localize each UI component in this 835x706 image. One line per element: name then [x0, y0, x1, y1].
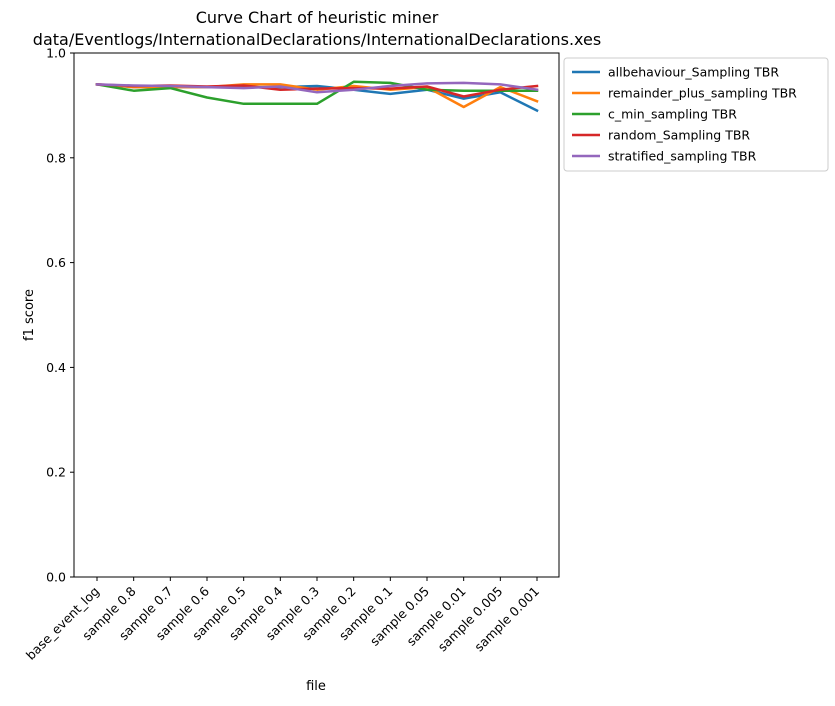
y-tick-label: 0.4 — [46, 360, 66, 375]
y-tick-label: 0.0 — [46, 570, 66, 585]
legend-label: remainder_plus_sampling TBR — [608, 86, 797, 101]
y-tick-label: 0.2 — [46, 465, 66, 480]
legend-label: random_Sampling TBR — [608, 128, 750, 143]
legend-label: stratified_sampling TBR — [608, 149, 757, 164]
legend-label: c_min_sampling TBR — [608, 107, 737, 122]
y-axis: 0.0 0.2 0.4 0.6 0.8 1.0 — [46, 46, 74, 585]
y-axis-label: f1 score — [22, 289, 37, 341]
chart-subtitle: data/Eventlogs/InternationalDeclarations… — [33, 30, 601, 49]
y-tick-label: 1.0 — [46, 46, 66, 61]
legend: allbehaviour_Sampling TBR remainder_plus_… — [563, 57, 829, 172]
chart-title: Curve Chart of heuristic miner — [196, 8, 439, 27]
series-line-4 — [95, 81, 539, 94]
legend-label: allbehaviour_Sampling TBR — [608, 65, 779, 80]
plot-area — [95, 80, 539, 113]
series-line-2 — [95, 80, 539, 106]
legend-frame — [563, 57, 829, 172]
y-tick-label: 0.8 — [46, 150, 66, 165]
x-tick-label: sample 0.001 — [471, 584, 542, 655]
x-axis-label: file — [306, 679, 326, 694]
y-tick-label: 0.6 — [46, 255, 66, 270]
plot-frame — [73, 52, 560, 578]
